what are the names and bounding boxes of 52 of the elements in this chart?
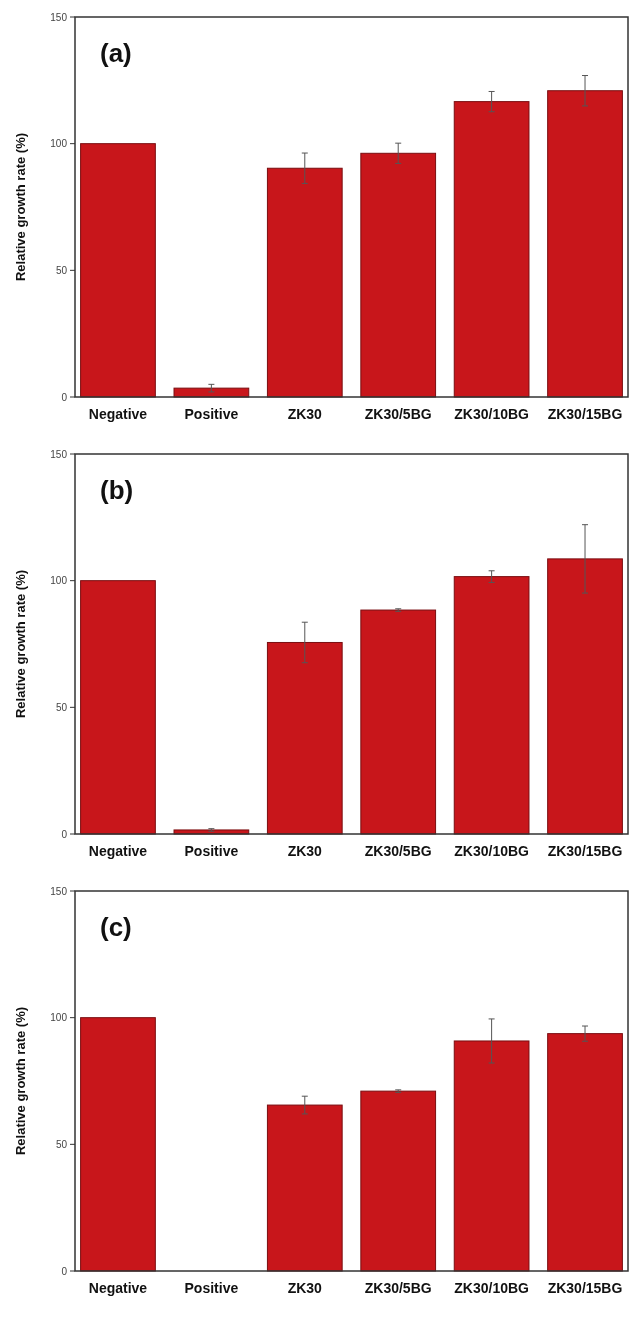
bar: [80, 143, 156, 398]
bar: [360, 609, 437, 835]
y-tick-label: 100: [50, 575, 68, 587]
x-tick-label: Positive: [184, 1280, 239, 1296]
x-tick-label: ZK30/15BG: [547, 1280, 623, 1296]
x-tick-label: Negative: [88, 1280, 148, 1296]
bar: [80, 580, 156, 835]
y-tick-label: 0: [61, 828, 68, 840]
x-tick-label: ZK30/10BG: [454, 406, 530, 422]
x-tick-label: ZK30: [287, 1280, 323, 1296]
x-tick-label: ZK30/15BG: [547, 406, 623, 422]
y-axis-title: Relative growth rate (%): [13, 132, 28, 282]
bar: [266, 641, 343, 835]
x-tick-label: Negative: [88, 843, 148, 859]
bar: [360, 152, 437, 398]
y-axis-title: Relative growth rate (%): [13, 1006, 28, 1156]
x-tick-label: ZK30: [287, 843, 323, 859]
y-tick-label: 150: [50, 11, 68, 23]
bar: [453, 101, 530, 398]
y-axis-title: Relative growth rate (%): [13, 569, 28, 719]
y-tick-label: 50: [55, 701, 68, 713]
y-tick-label: 0: [61, 391, 68, 403]
x-tick-label: Negative: [88, 406, 148, 422]
y-tick-label: 150: [50, 448, 68, 460]
bar: [266, 1104, 343, 1272]
x-tick-label: Positive: [184, 406, 239, 422]
y-tick-label: 50: [55, 1138, 68, 1150]
bar: [173, 387, 250, 398]
x-tick-label: ZK30/10BG: [454, 1280, 530, 1296]
bar: [453, 576, 530, 835]
x-tick-label: ZK30/10BG: [454, 843, 530, 859]
y-tick-label: 0: [61, 1265, 68, 1277]
text: (b): [100, 475, 134, 505]
x-tick-label: ZK30/5BG: [364, 1280, 432, 1296]
x-tick-label: ZK30/5BG: [364, 843, 432, 859]
x-tick-label: Positive: [184, 843, 239, 859]
bar: [547, 1033, 623, 1272]
y-tick-label: 100: [50, 138, 68, 150]
y-tick-label: 150: [50, 885, 68, 897]
text: (c): [100, 912, 132, 942]
bar: [266, 167, 343, 398]
x-tick-label: ZK30/15BG: [547, 843, 623, 859]
x-tick-label: ZK30: [287, 406, 323, 422]
bar: [453, 1040, 530, 1272]
text: (a): [100, 38, 132, 68]
y-tick-label: 50: [55, 264, 68, 276]
bar: [547, 90, 623, 398]
x-tick-label: ZK30/5BG: [364, 406, 432, 422]
bar: [80, 1017, 156, 1272]
bar: [360, 1090, 437, 1272]
y-tick-label: 100: [50, 1012, 68, 1024]
bar: [547, 558, 623, 835]
